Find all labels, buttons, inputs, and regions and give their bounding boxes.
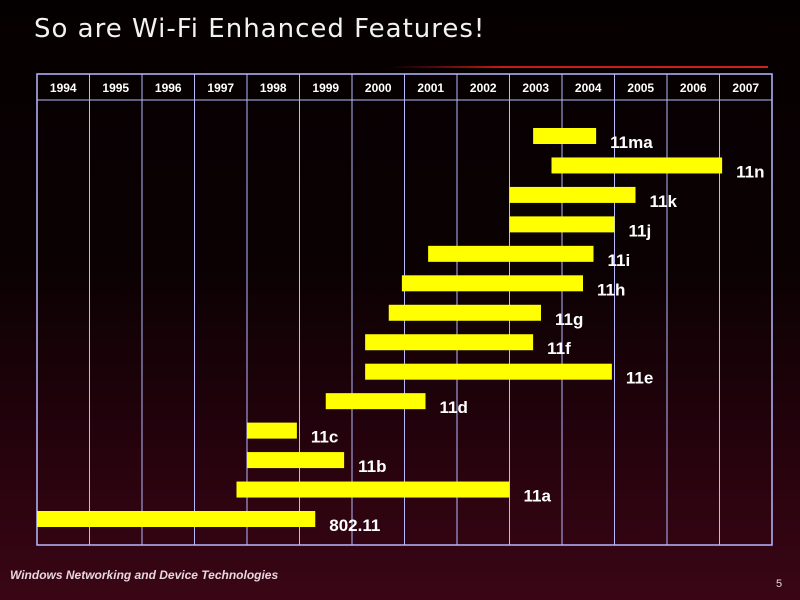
feature-label: 11k <box>650 192 678 211</box>
feature-label: 11a <box>524 487 552 506</box>
feature-label: 11b <box>358 457 386 476</box>
title-accent-line <box>390 66 768 68</box>
year-label: 1999 <box>312 81 339 95</box>
year-label: 1997 <box>207 81 234 95</box>
feature-bar <box>509 186 636 203</box>
feature-bar <box>401 275 583 292</box>
slide-title: So are Wi-Fi Enhanced Features! <box>34 14 486 44</box>
year-label: 2002 <box>470 81 497 95</box>
year-label: 1994 <box>50 81 77 95</box>
year-label: 2006 <box>680 81 707 95</box>
feature-bar <box>533 128 597 144</box>
year-label: 2004 <box>575 81 602 95</box>
year-label: 1998 <box>260 81 287 95</box>
chart-grid <box>36 73 773 546</box>
year-label: 2003 <box>522 81 549 95</box>
feature-bar <box>509 216 615 233</box>
feature-bar <box>388 304 541 321</box>
feature-label: 802.11 <box>329 516 380 535</box>
feature-bar <box>247 422 297 439</box>
feature-label: 11d <box>440 398 468 417</box>
feature-bar <box>428 245 594 262</box>
year-label: 2001 <box>417 81 444 95</box>
feature-bar <box>365 334 534 351</box>
year-axis: 1994 1995 1996 1997 1998 1999 2000 2001 2002 2003… <box>50 81 760 95</box>
feature-bar <box>247 452 345 469</box>
feature-labels: 11ma 11n 11k 11j 11i 11h 11g 11f 11e 11d 11c 11b 11a… <box>311 133 765 535</box>
feature-label: 11e <box>626 369 653 388</box>
feature-bar <box>365 363 612 380</box>
year-label: 2005 <box>627 81 654 95</box>
feature-bars <box>37 128 723 527</box>
feature-label: 11f <box>547 339 571 358</box>
feature-bar <box>325 393 426 410</box>
feature-label: 11h <box>597 280 625 299</box>
feature-bar <box>236 481 510 498</box>
feature-label: 11ma <box>610 133 653 152</box>
footer-text: Windows Networking and Device Technologi… <box>10 568 279 582</box>
year-label: 1995 <box>102 81 129 95</box>
year-label: 2007 <box>732 81 759 95</box>
year-label: 1996 <box>155 81 182 95</box>
slide-number: 5 <box>776 578 783 590</box>
feature-label: 11c <box>311 428 338 447</box>
feature-bar <box>551 157 723 174</box>
feature-label: 11n <box>736 162 764 181</box>
feature-label: 11i <box>608 251 631 270</box>
feature-label: 11j <box>629 221 652 240</box>
feature-bar <box>37 511 316 527</box>
feature-label: 11g <box>555 310 583 329</box>
year-label: 2000 <box>365 81 392 95</box>
